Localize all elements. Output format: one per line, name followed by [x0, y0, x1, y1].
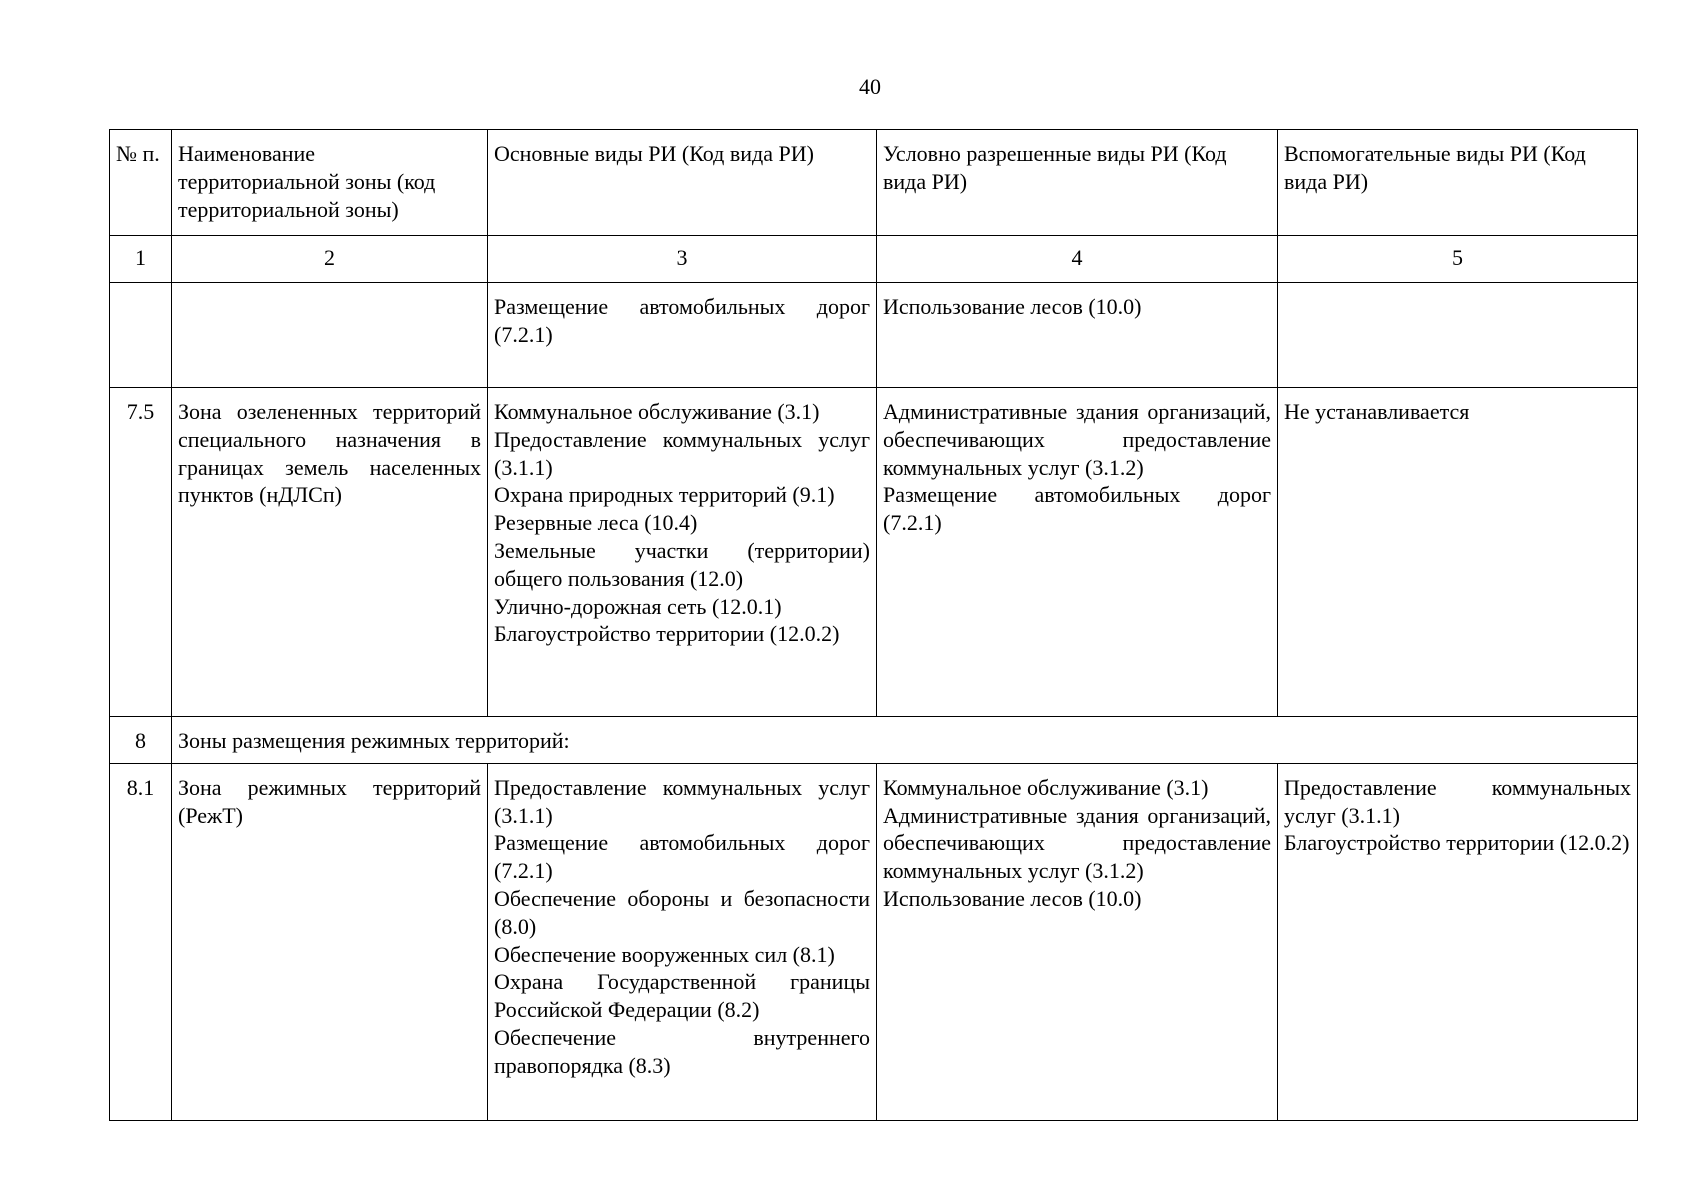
use-item: Размещение автомобильных дорог (7.2.1) — [494, 294, 870, 347]
auxiliary-uses-cell — [1277, 282, 1638, 388]
zone-cell: Зона озелененных территорий специального… — [171, 387, 488, 717]
header-cell: Наименование территориальной зоны (код т… — [171, 129, 488, 236]
use-item: Обеспечение обороны и безопасности (8.0) — [494, 885, 870, 939]
use-item: Размещение автомобильных дорог (7.2.1) — [494, 830, 870, 884]
use-item: Благоустройство территории (12.0.2) — [1284, 830, 1630, 856]
main-uses-cell: Коммунальное обслуживание (3.1) Предостав… — [487, 387, 877, 717]
header-cell: Вспомогательные виды РИ (Код вида РИ) — [1277, 129, 1638, 236]
header-cell: Основные виды РИ (Код вида РИ) — [487, 129, 877, 236]
zone-cell: Зона режимных территорий (РежТ) — [171, 762, 488, 1121]
column-number: 3 — [487, 235, 877, 283]
section-row: 8 Зоны размещения режимных территорий: — [109, 716, 1638, 764]
zone-cell — [171, 282, 488, 388]
header-cell: № п. — [109, 129, 172, 236]
table-row: Размещение автомобильных дорог (7.2.1) Ис… — [109, 282, 1638, 388]
use-item: Коммунальное обслуживание (3.1) — [883, 774, 1209, 800]
zone-name: Зона озелененных территорий специального… — [178, 399, 481, 508]
use-item: Благоустройство территории (12.0.2) — [494, 621, 840, 647]
main-uses-cell: Размещение автомобильных дорог (7.2.1) — [487, 282, 877, 388]
use-item: Обеспечение вооруженных сил (8.1) — [494, 941, 835, 967]
conditional-uses-cell: Коммунальное обслуживание (3.1) Администр… — [876, 762, 1278, 1121]
column-number: 4 — [876, 235, 1278, 283]
auxiliary-uses-cell: Предоставление коммунальных услуг (3.1.1… — [1277, 762, 1638, 1121]
use-item: Резервные леса (10.4) — [494, 510, 698, 536]
use-item: Административные здания организаций, обе… — [883, 802, 1271, 884]
table-row: 8.1 Зона режимных территорий (РежТ) Предос… — [109, 762, 1638, 1121]
page-number: 40 — [859, 74, 881, 99]
use-item: Использование лесов (10.0) — [883, 294, 1142, 319]
column-number: 2 — [171, 235, 488, 283]
use-item: Предоставление коммунальных услуг (3.1.1… — [1284, 774, 1631, 828]
section-number: 8 — [109, 716, 172, 764]
use-item: Использование лесов (10.0) — [883, 885, 1142, 911]
row-number: 8.1 — [109, 762, 172, 1121]
zone-name: Зона режимных территорий (РежТ) — [178, 774, 481, 828]
use-item: Предоставление коммунальных услуг (3.1.1… — [494, 774, 870, 828]
main-uses-cell: Предоставление коммунальных услуг (3.1.1… — [487, 762, 877, 1121]
conditional-uses-cell: Административные здания организаций, обе… — [876, 387, 1278, 717]
use-item: Земельные участки (территории) общего по… — [494, 537, 870, 591]
use-item: Охрана Государственной границы Российско… — [494, 969, 870, 1023]
column-number-row: 1 2 3 4 5 — [109, 235, 1638, 283]
use-item: Административные здания организаций, обе… — [883, 399, 1271, 480]
auxiliary-uses-cell: Не устанавливается — [1277, 387, 1638, 717]
use-item: Коммунальное обслуживание (3.1) — [494, 399, 820, 424]
section-title: Зоны размещения режимных территорий: — [171, 716, 1638, 764]
conditional-uses-cell: Использование лесов (10.0) — [876, 282, 1278, 388]
row-number: 7.5 — [109, 387, 172, 717]
table-row: 7.5 Зона озелененных территорий специальн… — [109, 387, 1638, 717]
use-item: Обеспечение внутреннего правопорядка (8.… — [494, 1024, 870, 1078]
use-item: Улично-дорожная сеть (12.0.1) — [494, 593, 782, 619]
use-item: Размещение автомобильных дорог (7.2.1) — [883, 482, 1271, 536]
use-item: Предоставление коммунальных услуг (3.1.1… — [494, 426, 870, 480]
column-number: 5 — [1277, 235, 1638, 283]
row-number — [109, 282, 172, 388]
land-use-table: № п. Наименование территориальной зоны (… — [109, 129, 1638, 1121]
column-number: 1 — [109, 235, 172, 283]
header-cell: Условно разрешенные виды РИ (Код вида РИ… — [876, 129, 1278, 236]
header-row: № п. Наименование территориальной зоны (… — [109, 129, 1638, 236]
use-item: Охрана природных территорий (9.1) — [494, 482, 835, 508]
use-item: Не устанавливается — [1284, 399, 1470, 424]
